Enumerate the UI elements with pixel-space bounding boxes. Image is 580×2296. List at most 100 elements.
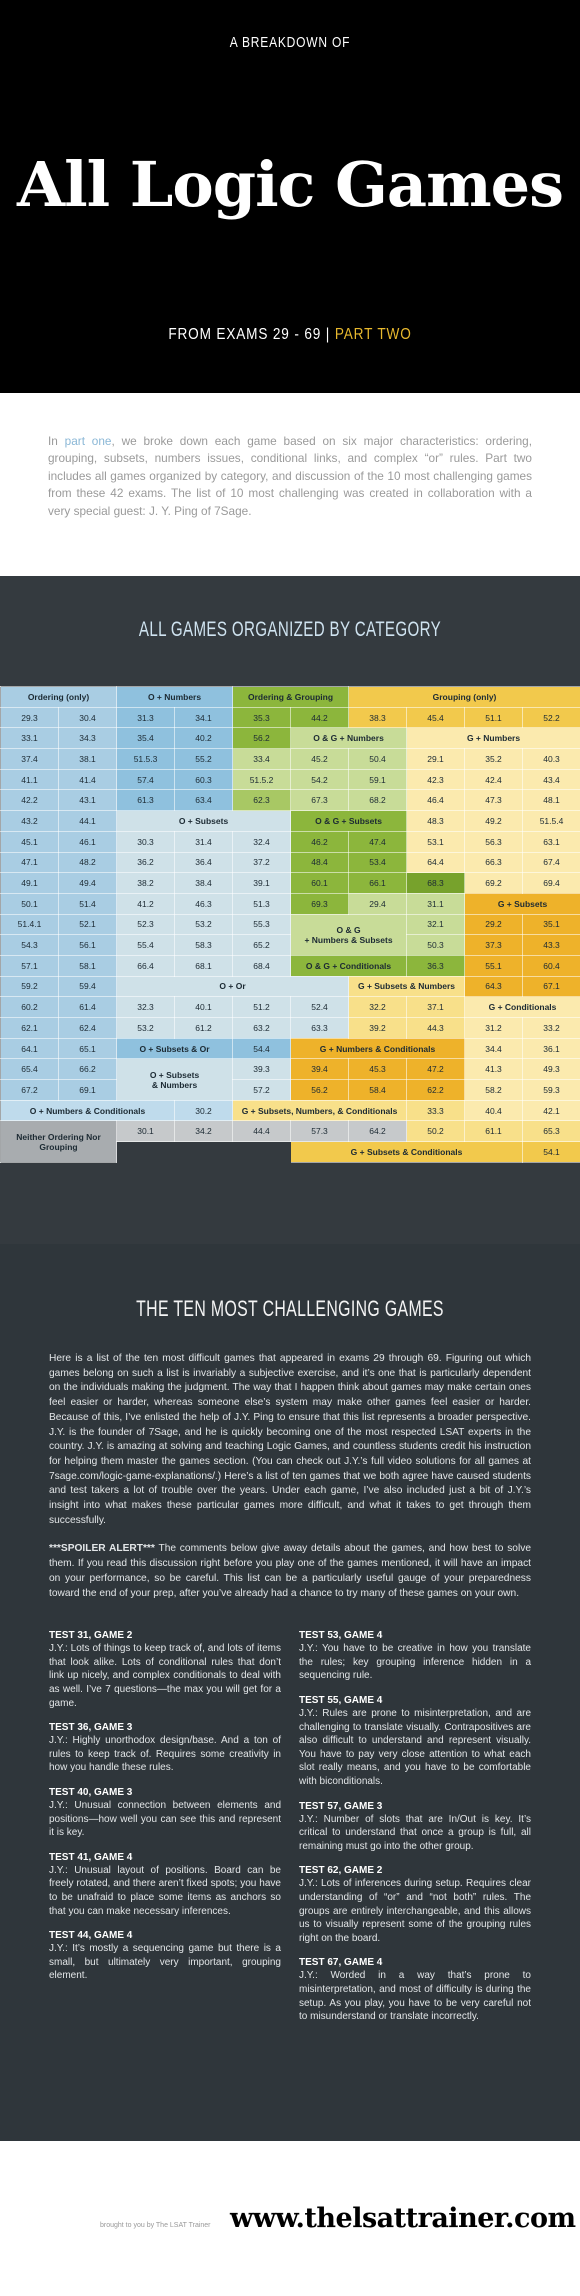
intro-body: , we broke down each game based on six m… xyxy=(48,434,532,518)
game-cell: 62.2 xyxy=(406,1079,466,1101)
game-cell: 54.3 xyxy=(0,934,59,956)
label-o-numbers-conditionals: O + Numbers & Conditionals xyxy=(0,1099,176,1122)
game-cell: 68.2 xyxy=(348,789,408,812)
game-cell: 39.4 xyxy=(290,1058,350,1081)
game-cell: 55.4 xyxy=(116,934,176,956)
game-title: TEST 31, GAME 2 xyxy=(49,1630,133,1642)
game-cell: 61.3 xyxy=(116,789,176,812)
game-cell: 31.3 xyxy=(116,706,176,729)
hero-banner: A BREAKDOWN OF All Logic Games FROM EXAM… xyxy=(0,0,580,393)
header-ordering-only: Ordering (only) xyxy=(0,686,118,708)
game-cell: 57.1 xyxy=(0,954,59,977)
game-title: TEST 41, GAME 4 xyxy=(49,1851,133,1863)
game-cell: 31.4 xyxy=(174,830,234,853)
label-neither-line1: Neither Ordering Nor xyxy=(16,1131,101,1142)
game-note: J.Y.: Rules are prone to misinterpretati… xyxy=(299,1708,531,1787)
game-cell: 59.4 xyxy=(57,975,118,998)
footer-url-link[interactable]: www.thelsattrainer.com xyxy=(230,2203,576,2234)
table-row: 62.1 62.4 53.2 61.2 63.2 63.3 39.2 44.3 … xyxy=(0,1017,580,1039)
game-cell: 61.1 xyxy=(464,1120,524,1143)
games-columns: TEST 31, GAME 2 J.Y.: Lots of things to k… xyxy=(49,1629,531,2034)
game-cell: 51.5.4 xyxy=(522,810,580,832)
header-grouping-only: Grouping (only) xyxy=(348,686,580,708)
header-o-numbers: O + Numbers xyxy=(116,686,234,708)
game-cell: 64.2 xyxy=(348,1120,408,1143)
game-cell: 63.4 xyxy=(174,789,234,812)
game-cell: 44.1 xyxy=(57,810,118,832)
game-cell: 40.3 xyxy=(522,748,580,770)
game-cell: 38.1 xyxy=(57,748,118,770)
game-cell: 51.5.3 xyxy=(116,748,176,770)
game-cell: 31.1 xyxy=(406,892,466,915)
game-cell: 69.4 xyxy=(522,872,580,894)
label-og-numbers-subsets-line1: O & G xyxy=(336,924,361,935)
list-item: TEST 36, GAME 3 J.Y.: Highly unorthodox d… xyxy=(49,1721,281,1775)
game-cell: 35.2 xyxy=(464,748,524,770)
game-cell: 30.3 xyxy=(116,830,176,853)
game-cell: 35.4 xyxy=(116,727,176,750)
table-row: O + Numbers & Conditionals 30.2 G + Subs… xyxy=(0,1099,580,1122)
part-one-link[interactable]: part one xyxy=(64,434,112,448)
label-o-subsets: O + Subsets xyxy=(116,810,292,832)
game-cell: 51.4 xyxy=(57,892,118,915)
game-cell: 36.3 xyxy=(406,954,466,977)
game-cell: 45.1 xyxy=(0,830,59,853)
game-cell: 63.1 xyxy=(522,830,580,853)
game-cell: 56.2 xyxy=(290,1079,350,1101)
label-neither-line2: Grouping xyxy=(39,1141,78,1152)
game-note: J.Y.: Number of slots that are In/Out is… xyxy=(299,1813,531,1852)
game-cell: 49.1 xyxy=(0,872,59,894)
game-cell: 64.1 xyxy=(0,1037,59,1060)
game-cell: 66.3 xyxy=(464,851,524,874)
game-title: TEST 67, GAME 4 xyxy=(299,1957,383,1969)
game-cell: 32.2 xyxy=(348,996,408,1018)
game-cell: 67.2 xyxy=(0,1079,59,1101)
game-cell: 55.2 xyxy=(174,748,234,770)
game-cell: 69.2 xyxy=(464,872,524,894)
table-row: 45.1 46.1 30.3 31.4 32.4 46.2 47.4 53.1 … xyxy=(0,830,580,853)
game-cell: 32.3 xyxy=(116,996,176,1018)
game-cell: 33.4 xyxy=(232,748,292,770)
game-cell: 36.2 xyxy=(116,851,176,874)
game-cell: 47.1 xyxy=(0,851,59,874)
game-cell: 55.1 xyxy=(464,954,524,977)
table-row: 33.1 34.3 35.4 40.2 56.2 O & G + Numbers… xyxy=(0,727,580,750)
ten-intro: Here is a list of the ten most difficult… xyxy=(49,1353,531,1526)
game-cell: 30.1 xyxy=(116,1120,176,1143)
game-cell: 67.3 xyxy=(290,789,350,812)
game-cell: 48.1 xyxy=(522,789,580,812)
game-cell: 58.4 xyxy=(348,1079,408,1101)
game-cell: 47.4 xyxy=(348,830,408,853)
list-item: TEST 67, GAME 4 J.Y.: Worded in a way tha… xyxy=(299,1956,531,2023)
list-item: TEST 44, GAME 4 J.Y.: It’s mostly a seque… xyxy=(49,1929,281,1983)
game-cell: 64.4 xyxy=(406,851,466,874)
label-g-subsets-numbers-conditionals: G + Subsets, Numbers, & Conditionals xyxy=(232,1099,408,1122)
game-cell: 67.4 xyxy=(522,851,580,874)
table-row: Ordering (only) O + Numbers Ordering & G… xyxy=(0,686,580,708)
table-row: 54.3 56.1 55.4 58.3 65.2 50.3 37.3 43.3 xyxy=(0,934,580,956)
game-cell: 68.4 xyxy=(232,954,292,977)
spoiler-text: The comments below give away details abo… xyxy=(49,1543,531,1599)
game-cell: 43.4 xyxy=(522,768,580,791)
label-neither: Neither Ordering Nor Grouping xyxy=(0,1120,118,1163)
game-cell: 41.1 xyxy=(0,768,59,791)
blank-cell xyxy=(116,1141,292,1163)
game-cell: 43.3 xyxy=(522,934,580,956)
game-cell: 51.2 xyxy=(232,996,292,1018)
game-cell: 33.2 xyxy=(522,1017,580,1039)
label-og-subsets: O & G + Subsets xyxy=(290,810,408,832)
game-cell: 53.2 xyxy=(116,1017,176,1039)
game-cell: 58.1 xyxy=(57,954,118,977)
game-cell: 45.2 xyxy=(290,748,350,770)
game-cell: 50.4 xyxy=(348,748,408,770)
game-title: TEST 57, GAME 3 xyxy=(299,1800,383,1812)
game-note: J.Y.: Highly unorthodox design/base. And… xyxy=(49,1735,281,1774)
game-cell: 51.5.2 xyxy=(232,768,292,791)
hero-part-two: PART TWO xyxy=(334,326,412,343)
games-left-column: TEST 31, GAME 2 J.Y.: Lots of things to k… xyxy=(49,1629,281,2034)
game-cell: 68.1 xyxy=(174,954,234,977)
game-cell: 56.2 xyxy=(232,727,292,750)
game-note: J.Y.: It’s mostly a sequencing game but … xyxy=(49,1943,281,1982)
game-note: J.Y.: You have to be creative in how you… xyxy=(299,1643,531,1682)
game-cell: 46.2 xyxy=(290,830,350,853)
